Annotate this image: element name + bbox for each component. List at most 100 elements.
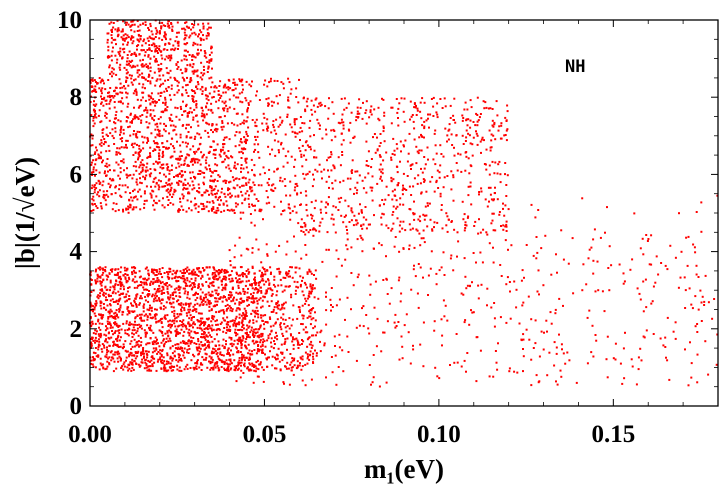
scatter-point [158, 129, 161, 132]
scatter-point [160, 180, 162, 183]
scatter-point [245, 280, 248, 283]
scatter-point [302, 314, 305, 317]
scatter-point [154, 297, 157, 299]
scatter-point [119, 271, 122, 274]
scatter-point [179, 276, 182, 279]
scatter-point [141, 63, 144, 66]
scatter-point [170, 325, 173, 327]
scatter-point [155, 270, 158, 273]
scatter-point [163, 369, 166, 372]
scatter-point [109, 72, 111, 75]
scatter-point [153, 115, 156, 117]
scatter-point [171, 345, 174, 348]
scatter-point [211, 340, 214, 343]
scatter-point [235, 380, 238, 383]
scatter-point [699, 289, 702, 292]
scatter-point [193, 175, 195, 178]
scatter-point [154, 317, 157, 320]
scatter-point [290, 366, 293, 369]
scatter-point [131, 121, 133, 124]
scatter-point [222, 86, 225, 89]
scatter-point [210, 357, 213, 360]
scatter-point [92, 332, 95, 335]
scatter-point [119, 47, 122, 50]
scatter-point [280, 200, 282, 203]
data-points [89, 19, 719, 388]
scatter-point [159, 319, 162, 322]
scatter-point [128, 74, 131, 77]
scatter-point [202, 205, 205, 208]
scatter-point [122, 161, 125, 164]
scatter-point [99, 280, 102, 283]
scatter-point [148, 173, 151, 176]
scatter-point [369, 283, 372, 286]
scatter-point [148, 360, 151, 363]
scatter-point [253, 150, 255, 153]
scatter-point [202, 299, 205, 302]
scatter-point [515, 288, 518, 291]
scatter-point [108, 94, 111, 97]
scatter-point [120, 195, 123, 198]
scatter-point [229, 264, 232, 267]
scatter-point [217, 367, 220, 369]
scatter-point [201, 284, 204, 287]
scatter-point [265, 243, 268, 246]
scatter-point [232, 323, 235, 326]
scatter-point [116, 30, 119, 33]
scatter-point [253, 349, 256, 351]
scatter-point [196, 75, 199, 78]
scatter-point [403, 324, 406, 327]
scatter-point [238, 359, 241, 362]
scatter-point [108, 362, 111, 365]
scatter-point [215, 289, 218, 292]
scatter-point [174, 325, 177, 328]
scatter-point [151, 351, 154, 354]
scatter-point [162, 150, 164, 153]
scatter-point [443, 315, 446, 318]
scatter-point [289, 212, 292, 215]
scatter-point [148, 35, 151, 38]
scatter-point [422, 365, 425, 368]
scatter-point [131, 329, 134, 332]
scatter-point [521, 269, 524, 272]
scatter-point [259, 326, 262, 329]
scatter-point [112, 290, 115, 293]
scatter-point [175, 35, 178, 38]
scatter-point [223, 179, 226, 182]
scatter-point [199, 170, 202, 173]
scatter-point [211, 209, 213, 212]
scatter-point [293, 189, 296, 192]
scatter-point [120, 281, 123, 284]
scatter-point [257, 184, 260, 187]
scatter-point [216, 180, 219, 182]
scatter-point [253, 331, 256, 334]
scatter-point [246, 298, 248, 301]
scatter-point [152, 150, 155, 152]
scatter-point [201, 106, 203, 109]
scatter-point [599, 236, 602, 239]
scatter-point [138, 154, 141, 156]
scatter-point [128, 286, 131, 289]
scatter-point [226, 353, 229, 355]
scatter-point [90, 95, 92, 98]
scatter-point [221, 280, 223, 283]
scatter-point [642, 335, 645, 338]
scatter-point [183, 162, 186, 165]
scatter-point [177, 40, 180, 43]
scatter-point [146, 37, 149, 40]
scatter-point [306, 331, 309, 334]
scatter-point [202, 25, 205, 28]
scatter-point [102, 293, 105, 296]
scatter-point [298, 267, 301, 270]
scatter-point [206, 366, 209, 369]
scatter-point [193, 31, 196, 34]
scatter-point [211, 123, 214, 126]
scatter-point [244, 346, 247, 349]
scatter-point [596, 260, 599, 263]
scatter-point [119, 177, 121, 180]
scatter-point [253, 224, 256, 227]
scatter-point [206, 335, 209, 338]
scatter-point [193, 108, 196, 111]
scatter-point [110, 54, 113, 57]
scatter-point [114, 127, 117, 130]
